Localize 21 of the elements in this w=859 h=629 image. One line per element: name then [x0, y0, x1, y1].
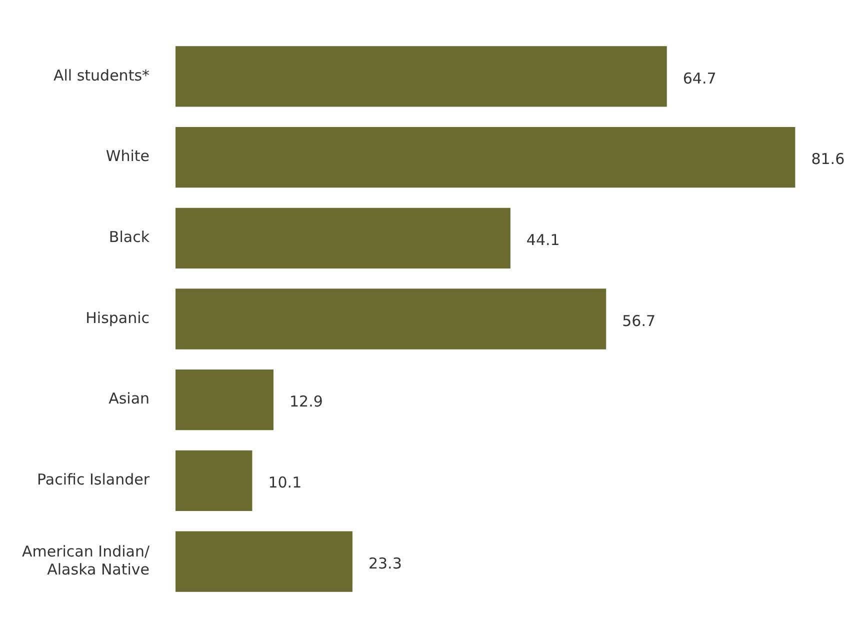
y-tick-label: All students*	[53, 66, 150, 84]
y-tick-label: Pacific Islander	[37, 470, 150, 489]
bar	[176, 370, 274, 430]
y-tick-label: American Indian/ Alaska Native	[22, 542, 150, 578]
y-tick-label: Black	[108, 228, 150, 246]
bar	[176, 126, 796, 188]
bar	[176, 46, 667, 107]
bar	[176, 450, 252, 512]
data-label: 12.9	[289, 392, 323, 411]
data-label: 10.1	[268, 474, 302, 492]
bar	[176, 288, 606, 350]
data-label: 64.7	[682, 69, 716, 88]
y-tick-label: Hispanic	[86, 308, 150, 327]
data-label: 56.7	[622, 312, 656, 330]
data-label: 44.1	[526, 231, 560, 250]
data-label: 81.6	[811, 150, 845, 168]
bar	[176, 531, 352, 592]
bar	[176, 208, 510, 268]
data-label: 23.3	[368, 554, 402, 572]
y-tick-label: Asian	[108, 390, 150, 408]
y-tick-label: White	[106, 147, 150, 166]
